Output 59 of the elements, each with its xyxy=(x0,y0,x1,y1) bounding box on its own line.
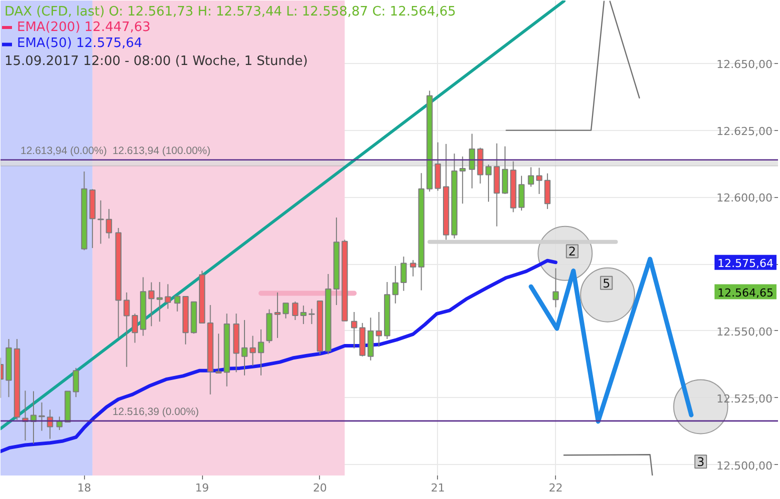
annotation: 5 xyxy=(602,276,610,290)
y-tick-label: 12.500,00 xyxy=(716,459,772,472)
candlestick xyxy=(459,156,466,204)
candlestick xyxy=(351,311,358,349)
x-tick-label: 19 xyxy=(195,482,210,494)
point xyxy=(580,267,636,322)
annotation: 2 xyxy=(568,244,576,259)
line-series xyxy=(528,256,694,424)
candlestick xyxy=(215,333,222,374)
text: 15.09.2017 12:00 - 08:00 (1 Woche, 1 Stunde) xyxy=(4,54,308,69)
candlestick xyxy=(174,296,180,312)
candlestick xyxy=(518,175,525,212)
legend-label: EMA(200) 12.447,63 xyxy=(17,20,151,34)
x-tick-label: 22 xyxy=(548,482,563,494)
annotation: 12.613,94 (0.00%) xyxy=(20,144,107,157)
x-tick-label: 18 xyxy=(77,482,92,494)
legend-label: EMA(50) 12.575,64 xyxy=(17,36,142,51)
candlestick xyxy=(46,409,54,440)
candlestick xyxy=(552,268,559,308)
candlestick xyxy=(292,301,298,321)
candlestick xyxy=(392,265,398,304)
y-tick-label: 12.600,00 xyxy=(716,192,772,205)
y-tick-label: 12.650,00 xyxy=(716,58,772,71)
candlestick xyxy=(528,166,534,188)
annotation: 12.613,94 (100.00%) xyxy=(112,144,211,157)
candlestick xyxy=(376,311,382,348)
candlestick xyxy=(308,308,315,325)
chart-title: DAX (CFD, last) O: 12.561,73 H: 12.573,44 L: 12.558,87 C: 12.564,65 xyxy=(4,4,456,20)
candlestick xyxy=(250,335,256,366)
annotation: 12.516,39 (0.00%) xyxy=(112,406,199,418)
candlestick xyxy=(536,167,542,194)
candlestick xyxy=(124,292,130,368)
candlestick xyxy=(410,260,416,277)
y-tick-label: 12.550,00 xyxy=(716,325,772,338)
candlestick xyxy=(241,320,248,376)
candlestick xyxy=(164,284,171,310)
line-series xyxy=(0,258,558,454)
candlestick xyxy=(502,146,508,194)
x-tick-label: 21 xyxy=(430,482,445,494)
candlestick xyxy=(274,292,281,338)
candlestick xyxy=(282,302,289,319)
candlestick xyxy=(156,282,163,322)
annotation: 12.575,64 xyxy=(718,256,774,270)
annotation: 3 xyxy=(696,455,705,470)
candlestick xyxy=(38,402,45,432)
candlestick xyxy=(106,208,112,239)
candlestick xyxy=(485,164,492,202)
candlestick xyxy=(258,328,264,376)
candlestick xyxy=(544,172,551,210)
candlestick xyxy=(98,200,104,244)
candlestick xyxy=(72,367,80,398)
candlestick xyxy=(300,305,307,325)
y-tick-label: 12.625,00 xyxy=(716,124,772,138)
x-tick-label: 20 xyxy=(312,482,327,494)
candlestick xyxy=(132,313,138,344)
candlestick xyxy=(148,282,154,327)
candlestick xyxy=(468,133,476,189)
candlestick xyxy=(400,256,407,292)
annotation: 12.564,65 xyxy=(718,286,774,300)
